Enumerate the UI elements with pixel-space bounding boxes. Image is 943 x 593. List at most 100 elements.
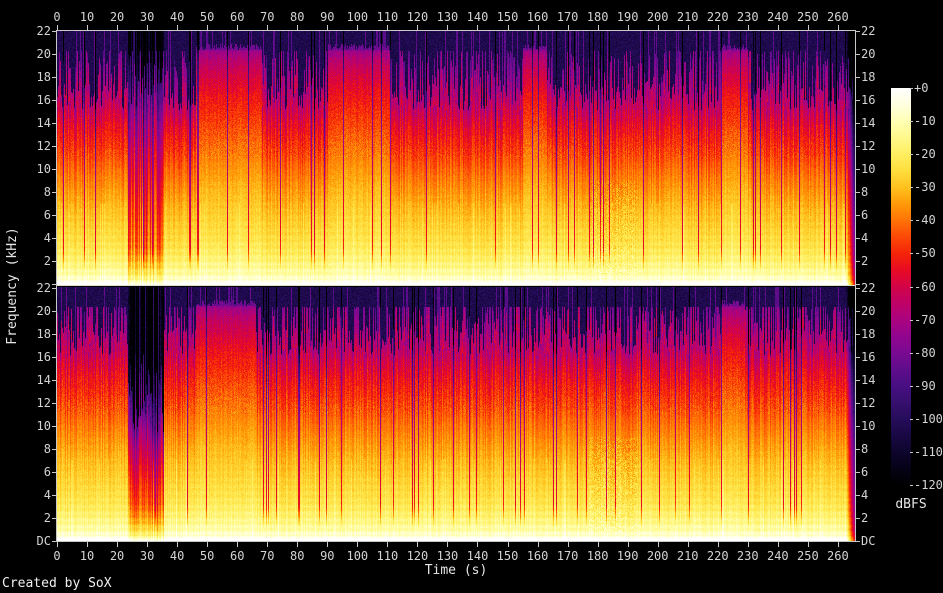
freq-tick-mark <box>856 100 860 101</box>
freq-tick-mark <box>856 311 860 312</box>
x-tick-label: 240 <box>766 10 789 24</box>
x-tick-label: 260 <box>827 549 849 563</box>
freq-tick-label: 20 <box>36 47 51 61</box>
freq-tick-mark <box>856 238 860 239</box>
freq-tick-mark <box>856 284 860 285</box>
x-tick-label: 200 <box>646 10 669 24</box>
colorbar-tick-mark <box>910 253 913 255</box>
colorbar <box>891 88 911 485</box>
colorbar-tick-mark <box>910 451 913 453</box>
colorbar-tick-mark <box>910 286 913 288</box>
x-tick-mark <box>657 25 659 30</box>
freq-tick-mark <box>856 357 860 358</box>
x-tick-label: 240 <box>766 549 789 563</box>
x-tick-label: 80 <box>290 10 305 24</box>
x-tick-mark <box>237 25 239 30</box>
freq-tick-mark <box>856 403 860 404</box>
x-tick-mark <box>537 542 539 547</box>
x-tick-mark <box>57 542 58 547</box>
x-tick-mark <box>87 25 89 30</box>
x-tick-mark <box>597 25 599 30</box>
freq-tick-mark <box>52 77 56 78</box>
x-tick-label: 10 <box>79 549 95 563</box>
x-tick-mark <box>537 25 539 30</box>
freq-tick-label: 4 <box>861 488 869 502</box>
freq-tick-mark <box>52 54 56 55</box>
colorbar-tick-label: -10 <box>914 114 936 129</box>
x-tick-mark <box>417 25 419 30</box>
colorbar-tick-mark <box>910 319 913 321</box>
x-tick-mark <box>747 25 749 30</box>
x-tick-label: 250 <box>797 549 819 563</box>
freq-tick-label: 6 <box>43 208 51 222</box>
freq-tick-label: 20 <box>861 47 876 61</box>
freq-tick-label: 22 <box>861 281 876 295</box>
freq-tick-label: 14 <box>861 116 876 130</box>
x-tick-label: 110 <box>376 10 399 24</box>
x-tick-mark <box>87 542 89 547</box>
x-tick-mark <box>567 25 569 30</box>
x-tick-label: 130 <box>436 549 459 563</box>
x-tick-label: 230 <box>736 10 759 24</box>
freq-tick-label: 14 <box>861 373 876 387</box>
x-tick-mark <box>717 25 719 30</box>
x-tick-mark <box>237 542 239 547</box>
freq-tick-mark <box>52 495 56 496</box>
freq-tick-label: 10 <box>861 162 876 176</box>
x-tick-mark <box>777 25 779 30</box>
freq-tick-label: 20 <box>861 304 876 318</box>
freq-tick-mark <box>856 495 860 496</box>
x-tick-mark <box>267 25 269 30</box>
x-tick-label: 70 <box>260 10 275 24</box>
x-tick-label: 40 <box>169 549 185 563</box>
freq-tick-label: 8 <box>861 185 869 199</box>
freq-tick-mark <box>856 77 860 78</box>
x-tick-label: 60 <box>229 10 245 24</box>
x-axis-title: Time (s) <box>424 563 488 578</box>
x-tick-label: 100 <box>346 549 369 563</box>
freq-tick-label: 14 <box>36 116 51 130</box>
freq-tick-label: 16 <box>861 350 876 364</box>
x-tick-mark <box>717 542 719 547</box>
freq-tick-label: 22 <box>36 24 51 38</box>
x-tick-mark <box>447 542 449 547</box>
x-tick-mark <box>837 25 839 30</box>
freq-tick-label: 6 <box>861 208 869 222</box>
freq-tick-label: 10 <box>36 162 51 176</box>
x-tick-mark <box>597 542 599 547</box>
freq-tick-mark <box>856 541 860 542</box>
freq-tick-label: 4 <box>43 231 51 245</box>
x-tick-label: 20 <box>109 10 125 24</box>
x-tick-mark <box>627 25 629 30</box>
x-tick-mark <box>297 25 299 30</box>
freq-tick-mark <box>856 380 860 381</box>
x-tick-mark <box>777 542 779 547</box>
freq-tick-label: 18 <box>861 70 876 84</box>
freq-tick-mark <box>856 449 860 450</box>
freq-tick-mark <box>52 284 56 285</box>
x-tick-label: 150 <box>496 10 519 24</box>
x-tick-mark <box>357 542 359 547</box>
colorbar-tick-label: -110 <box>914 444 943 459</box>
freq-tick-mark <box>52 380 56 381</box>
freq-tick-mark <box>52 334 56 335</box>
freq-tick-mark <box>52 100 56 101</box>
spectrogram-channel-1 <box>57 31 855 285</box>
x-tick-label: 170 <box>556 10 579 24</box>
x-tick-mark <box>57 25 58 30</box>
x-tick-mark <box>507 542 509 547</box>
freq-tick-mark <box>52 123 56 124</box>
x-tick-label: 220 <box>706 10 729 24</box>
x-tick-mark <box>387 25 389 30</box>
colorbar-tick-mark <box>910 121 913 123</box>
freq-tick-label: 18 <box>36 327 51 341</box>
colorbar-tick-mark <box>910 352 913 354</box>
x-tick-mark <box>297 542 299 547</box>
freq-tick-mark <box>52 426 56 427</box>
x-tick-label: 110 <box>376 549 399 563</box>
freq-tick-mark <box>52 518 56 519</box>
x-tick-label: 200 <box>646 549 669 563</box>
x-tick-label: 120 <box>406 549 429 563</box>
x-tick-label: 60 <box>229 549 245 563</box>
x-tick-mark <box>687 25 689 30</box>
